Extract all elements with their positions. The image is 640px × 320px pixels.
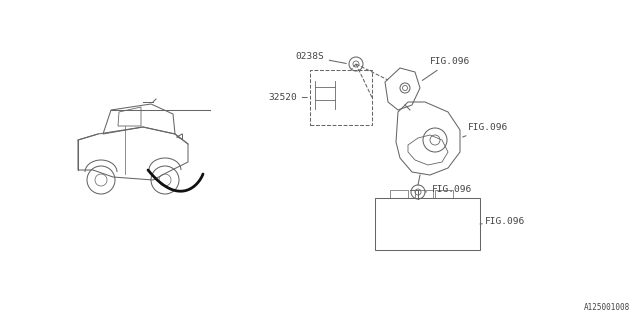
- Bar: [375, 198, 480, 250]
- Text: 0238S: 0238S: [295, 52, 346, 63]
- Text: FIG.096: FIG.096: [425, 185, 472, 194]
- Bar: [435, 190, 453, 198]
- Bar: [415, 190, 433, 198]
- Text: A125001008: A125001008: [584, 303, 630, 312]
- Text: 32520: 32520: [268, 93, 307, 102]
- Bar: [390, 190, 408, 198]
- Text: FIG.096: FIG.096: [422, 57, 470, 80]
- Text: FIG.096: FIG.096: [480, 217, 525, 226]
- Text: FIG.096: FIG.096: [463, 123, 508, 137]
- Bar: [310, 70, 372, 125]
